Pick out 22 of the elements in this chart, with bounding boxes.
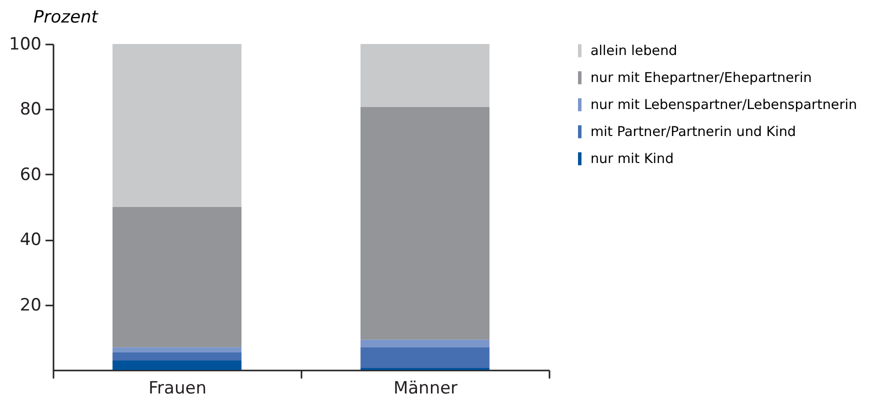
- legend-label: nur mit Lebenspartner/Lebenspartnerin: [590, 96, 858, 113]
- y-tick-label: 40: [20, 230, 42, 250]
- bar: [360, 106, 490, 340]
- y-tick-label: 100: [9, 34, 42, 54]
- bar: [360, 44, 490, 107]
- x-tick-label: Frauen: [148, 378, 206, 398]
- bar: [112, 347, 242, 352]
- y-tick-label: 80: [20, 100, 42, 120]
- bar: [112, 207, 242, 348]
- y-tick-label: 60: [20, 164, 42, 185]
- bar: [360, 340, 490, 348]
- legend-label: nur mit Ehepartner/Ehepartnerin: [590, 70, 812, 86]
- bar: [112, 360, 242, 370]
- y-tick-label: 20: [20, 295, 42, 316]
- bar: [360, 347, 490, 368]
- legend-label: mit Partner/Partnerin und Kind: [590, 124, 796, 140]
- x-tick-label: Männer: [393, 378, 458, 398]
- legend-label: allein lebend: [590, 42, 678, 59]
- y-axis-title: Prozent: [34, 8, 100, 28]
- bar: [112, 44, 242, 207]
- legend-label: nur mit Kind: [590, 150, 674, 167]
- bar: [112, 352, 242, 361]
